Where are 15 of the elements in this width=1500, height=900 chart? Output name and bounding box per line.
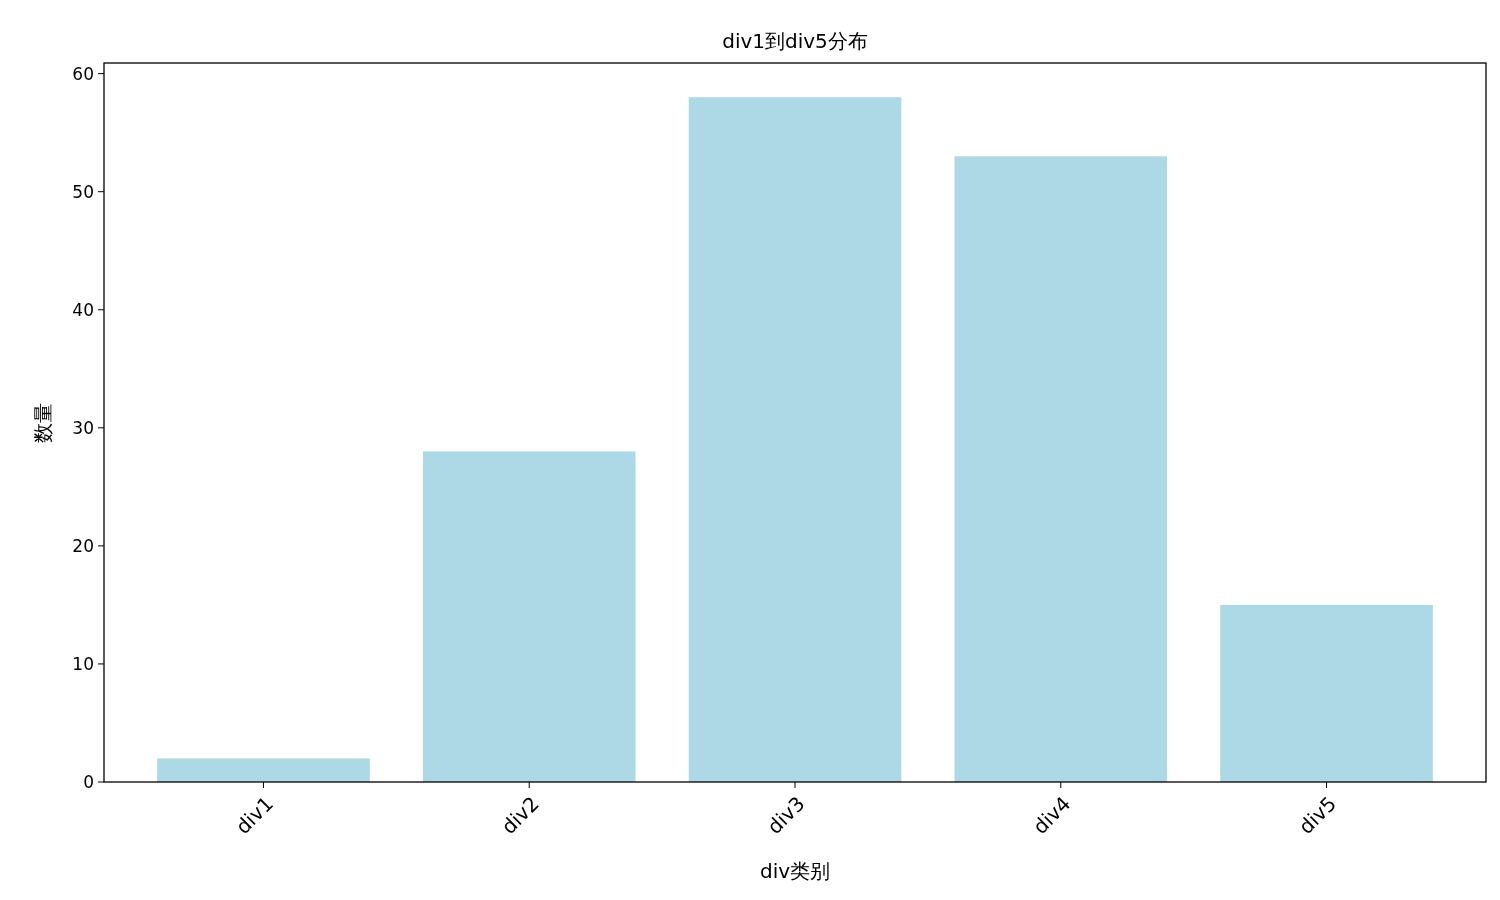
chart-title: div1到div5分布 [722, 29, 868, 53]
y-tick-label: 50 [72, 181, 94, 202]
y-tick-label: 30 [72, 417, 94, 438]
y-tick-label: 60 [72, 63, 94, 84]
bar [1220, 604, 1433, 782]
y-tick-label: 40 [72, 299, 94, 320]
y-tick-label: 0 [83, 771, 94, 792]
bar [688, 97, 902, 782]
bar [422, 451, 636, 782]
y-tick-label: 20 [72, 535, 94, 556]
y-tick-label: 10 [72, 653, 94, 674]
bar [954, 156, 1168, 782]
y-axis-title: 数量 [31, 402, 55, 443]
x-axis-title: div类别 [759, 859, 831, 883]
bar [157, 758, 370, 782]
